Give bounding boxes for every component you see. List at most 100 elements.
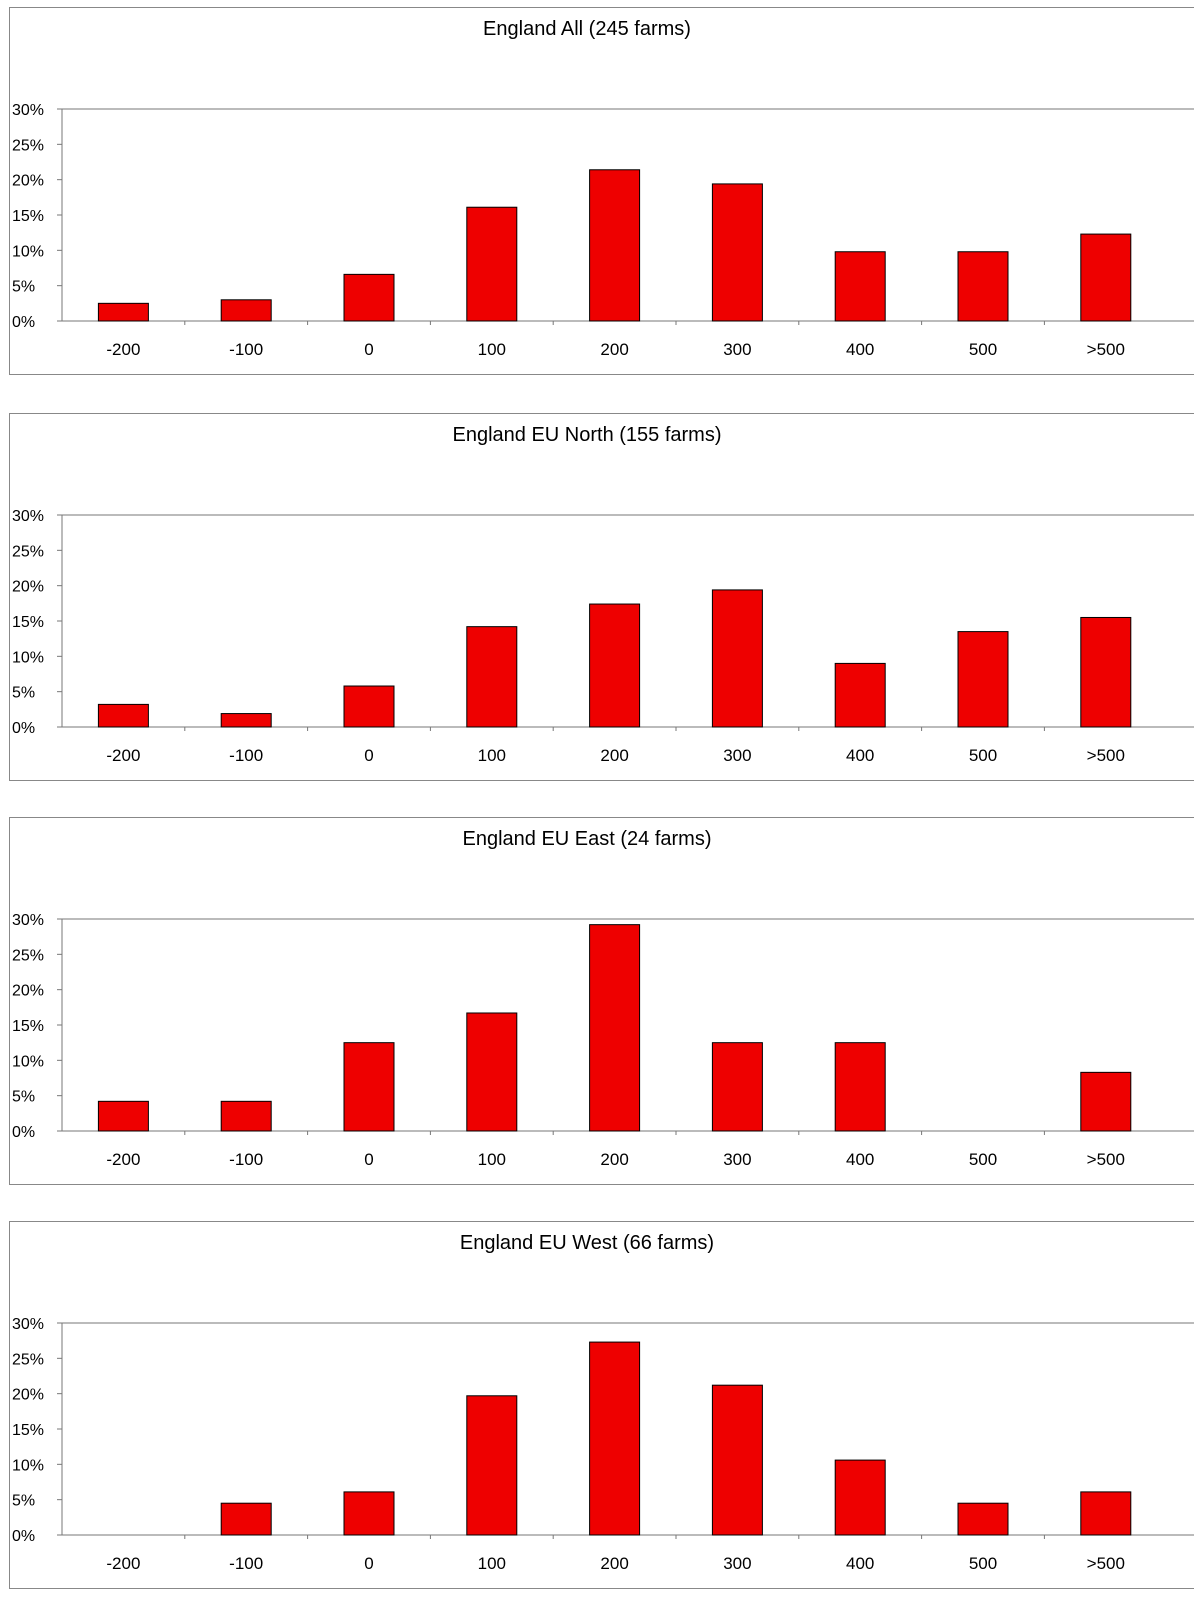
- bar-chart: 0% 5% 10% 15% 20% 25% 30% -200 -100 0 100 200 300 400…: [12, 912, 1194, 1169]
- bar: [711, 1384, 763, 1536]
- bar: [1080, 1491, 1132, 1536]
- y-tick-label: 25%: [12, 137, 44, 154]
- x-tick-label: -200: [106, 340, 140, 359]
- y-tick-label: 10%: [12, 243, 44, 260]
- y-tick-label: 30%: [12, 1316, 44, 1333]
- bar-chart: 0% 5% 10% 15% 20% 25% 30% -200 -100 0 100 200 300 400…: [12, 1316, 1194, 1573]
- x-tick-label: 0: [364, 746, 373, 765]
- y-tick-label: 15%: [12, 1018, 44, 1035]
- bar: [466, 206, 518, 322]
- y-tick-label: 10%: [12, 1457, 44, 1474]
- y-tick-label: 0%: [12, 720, 35, 737]
- bar: [589, 924, 641, 1132]
- bar: [466, 1395, 518, 1536]
- y-tick-label: 25%: [12, 543, 44, 560]
- y-tick-label: 5%: [12, 279, 35, 296]
- x-tick-label: 100: [478, 340, 506, 359]
- x-tick-label: 400: [846, 340, 874, 359]
- x-tick-label: 200: [600, 1150, 628, 1169]
- y-tick-label: 10%: [12, 1053, 44, 1070]
- y-tick-label: 20%: [12, 1387, 44, 1404]
- chart-title: England All (245 farms): [483, 18, 691, 40]
- x-tick-label: >500: [1087, 1554, 1125, 1573]
- y-tick-label: 25%: [12, 1351, 44, 1368]
- bar: [957, 631, 1009, 728]
- chart-title: England EU East (24 farms): [462, 828, 712, 850]
- bar: [589, 603, 641, 728]
- chart-panel: 0% 5% 10% 15% 20% 25% 30% -200 -100 0 100 200 300 400…: [9, 817, 1194, 1185]
- x-tick-label: 400: [846, 1554, 874, 1573]
- chart-panel: 0% 5% 10% 15% 20% 25% 30% -200 -100 0 100 200 300 400…: [9, 413, 1194, 781]
- x-tick-label: >500: [1087, 746, 1125, 765]
- bar: [711, 1042, 763, 1132]
- y-tick-label: 30%: [12, 102, 44, 119]
- bar: [589, 1341, 641, 1536]
- y-tick-label: 20%: [12, 173, 44, 190]
- x-tick-label: -100: [229, 1554, 263, 1573]
- bar: [466, 1012, 518, 1132]
- x-tick-label: 100: [478, 1150, 506, 1169]
- bar: [834, 251, 886, 322]
- bar-chart: 0% 5% 10% 15% 20% 25% 30% -200 -100 0 100 200 300 400…: [12, 102, 1194, 359]
- x-tick-label: 100: [478, 1554, 506, 1573]
- chart-panel: 0% 5% 10% 15% 20% 25% 30% -200 -100 0 100 200 300 400…: [9, 7, 1194, 375]
- x-tick-label: -100: [229, 1150, 263, 1169]
- bar: [711, 589, 763, 728]
- bar-chart: 0% 5% 10% 15% 20% 25% 30% -200 -100 0 100 200 300 400…: [12, 508, 1194, 765]
- y-tick-label: 30%: [12, 508, 44, 525]
- x-tick-label: 300: [723, 746, 751, 765]
- bar: [834, 1042, 886, 1132]
- x-tick-label: >500: [1087, 340, 1125, 359]
- y-tick-label: 5%: [12, 685, 35, 702]
- y-tick-label: 15%: [12, 208, 44, 225]
- y-tick-label: 20%: [12, 579, 44, 596]
- x-tick-label: 500: [969, 1150, 997, 1169]
- bar: [834, 662, 886, 728]
- x-tick-label: -200: [106, 1150, 140, 1169]
- bar: [834, 1459, 886, 1536]
- bar: [589, 169, 641, 322]
- bar: [220, 1100, 272, 1132]
- y-tick-label: 0%: [12, 1124, 35, 1141]
- x-tick-label: 200: [600, 1554, 628, 1573]
- x-tick-label: 400: [846, 746, 874, 765]
- bar: [220, 713, 272, 728]
- bar: [1080, 233, 1132, 322]
- bar: [343, 1042, 395, 1132]
- x-tick-label: 0: [364, 1150, 373, 1169]
- bar: [97, 1100, 149, 1132]
- bar: [466, 626, 518, 728]
- x-tick-label: 500: [969, 746, 997, 765]
- y-tick-label: 30%: [12, 912, 44, 929]
- x-tick-label: 200: [600, 340, 628, 359]
- bar: [343, 685, 395, 728]
- x-tick-label: 0: [364, 340, 373, 359]
- chart-title: England EU West (66 farms): [459, 1232, 715, 1254]
- y-tick-label: 10%: [12, 649, 44, 666]
- bar: [343, 1491, 395, 1536]
- y-tick-label: 5%: [12, 1493, 35, 1510]
- x-tick-label: 0: [364, 1554, 373, 1573]
- x-tick-label: 500: [969, 1554, 997, 1573]
- bar: [1080, 616, 1132, 728]
- bar: [220, 299, 272, 322]
- y-tick-label: 5%: [12, 1089, 35, 1106]
- y-tick-label: 20%: [12, 983, 44, 1000]
- x-tick-label: 200: [600, 746, 628, 765]
- x-tick-label: 400: [846, 1150, 874, 1169]
- bar: [97, 302, 149, 322]
- chart-title: England EU North (155 farms): [452, 424, 722, 446]
- bar: [957, 251, 1009, 322]
- bar: [1080, 1071, 1132, 1132]
- x-tick-label: 100: [478, 746, 506, 765]
- x-tick-label: -200: [106, 1554, 140, 1573]
- y-tick-label: 15%: [12, 614, 44, 631]
- y-tick-label: 15%: [12, 1422, 44, 1439]
- x-tick-label: 300: [723, 340, 751, 359]
- y-tick-label: 0%: [12, 314, 35, 331]
- x-tick-label: -100: [229, 746, 263, 765]
- x-tick-label: -100: [229, 340, 263, 359]
- y-tick-label: 0%: [12, 1528, 35, 1545]
- x-tick-label: 500: [969, 340, 997, 359]
- bar: [220, 1502, 272, 1536]
